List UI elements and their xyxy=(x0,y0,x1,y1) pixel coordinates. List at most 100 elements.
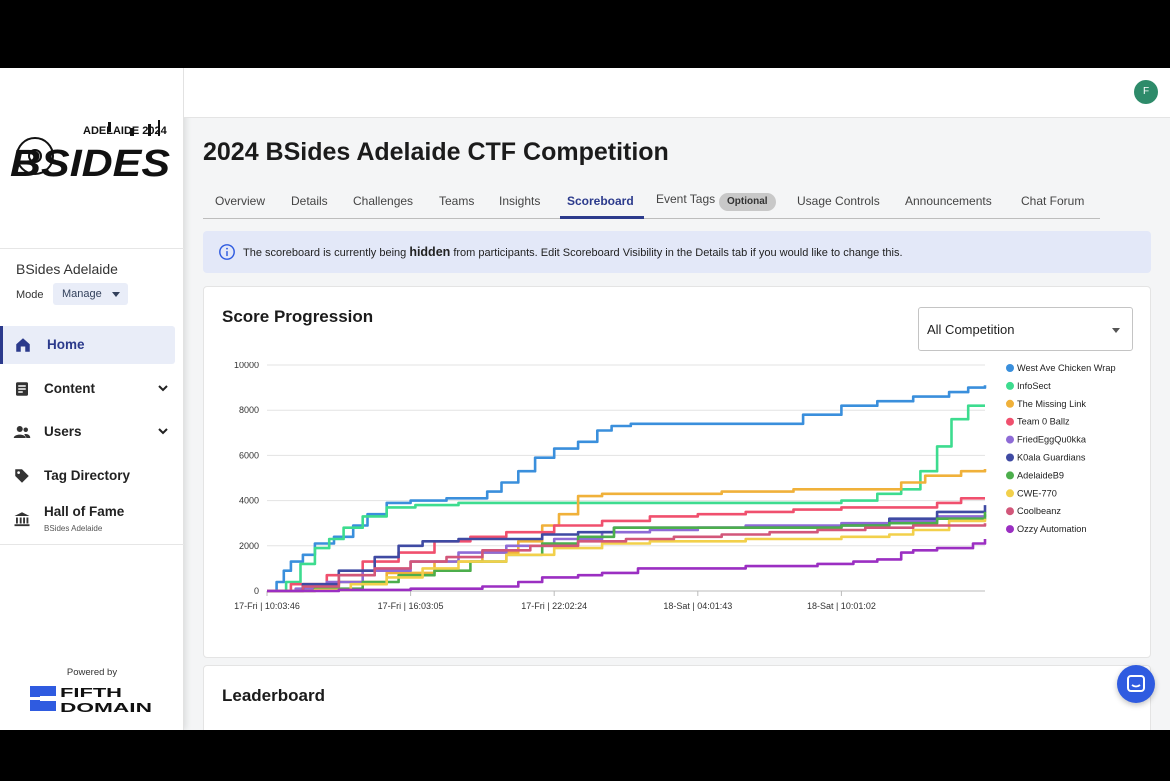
sidebar-item-content[interactable]: Content xyxy=(0,370,184,408)
legend-label: Team 0 Ballz xyxy=(1017,417,1070,427)
tab-overview[interactable]: Overview xyxy=(215,194,266,208)
legend-label: AdelaideB9 xyxy=(1017,470,1064,480)
avatar[interactable]: F xyxy=(1134,80,1158,104)
sidebar-item-label: Users xyxy=(44,424,82,440)
score-progression-card: Score Progression All Competition xyxy=(203,286,1151,658)
x-tick-label: 17-Fri | 22:02:24 xyxy=(521,601,587,611)
top-bar: F xyxy=(184,68,1170,118)
series-line xyxy=(267,497,985,593)
sidebar-item-hall-of-fame[interactable]: Hall of Fame BSides Adelaide xyxy=(0,500,184,538)
bsides-logo[interactable]: ADELAIDE 2024 BSIDES xyxy=(8,118,174,188)
tab-bar: Overview Details Challenges Teams Insigh… xyxy=(203,185,1100,219)
app-screen: ADELAIDE 2024 BSIDES BSides Adelaide Mod… xyxy=(0,68,1170,730)
sidebar-item-tag-directory[interactable]: Tag Directory xyxy=(0,457,184,495)
chat-icon xyxy=(1127,675,1145,692)
legend-marker xyxy=(1006,417,1014,426)
page-title: 2024 BSides Adelaide CTF Competition xyxy=(203,138,669,166)
sidebar-nav: Home Content Users Tag Directory Hall of… xyxy=(0,326,184,544)
tab-insights[interactable]: Insights xyxy=(499,194,541,208)
org-name: BSides Adelaide xyxy=(16,261,118,277)
legend-marker xyxy=(1006,381,1014,390)
users-icon xyxy=(13,426,31,439)
document-icon xyxy=(16,381,28,396)
series-line xyxy=(267,469,987,593)
x-tick-label: 18-Sat | 04:01:43 xyxy=(663,601,732,611)
series-line xyxy=(267,518,987,593)
legend-marker xyxy=(1006,507,1014,516)
fifth-domain-logo[interactable]: FIFTH DOMAIN xyxy=(30,684,154,714)
tab-usage-controls[interactable]: Usage Controls xyxy=(797,194,880,208)
home-icon xyxy=(16,338,30,352)
caret-down-icon xyxy=(111,292,120,297)
caret-down-icon xyxy=(1112,328,1120,333)
sidebar: ADELAIDE 2024 BSIDES BSides Adelaide Mod… xyxy=(0,68,184,730)
y-tick-label: 8000 xyxy=(239,405,259,415)
tab-scoreboard[interactable]: Scoreboard xyxy=(567,194,634,208)
y-tick-label: 0 xyxy=(254,586,259,596)
org-block: BSides Adelaide Mode Manage xyxy=(0,248,184,305)
divider xyxy=(0,544,184,545)
chevron-down-icon[interactable] xyxy=(157,382,169,394)
sidebar-item-sublabel: BSides Adelaide xyxy=(44,524,103,534)
visibility-banner: The scoreboard is currently being hidden… xyxy=(203,231,1151,273)
series-line xyxy=(267,539,987,593)
tab-event-tags[interactable]: Event Tags xyxy=(656,192,716,206)
sidebar-item-users[interactable]: Users xyxy=(0,413,184,451)
mode-value: Manage xyxy=(62,288,102,300)
footer-logo-bottom: DOMAIN xyxy=(60,700,152,714)
series-line xyxy=(267,505,987,593)
x-tick-label: 17-Fri | 10:03:46 xyxy=(234,601,300,611)
tab-teams[interactable]: Teams xyxy=(439,194,475,208)
competition-select-value: All Competition xyxy=(927,322,1015,337)
powered-by-label: Powered by xyxy=(66,667,118,678)
logo-text-main: BSIDES xyxy=(10,143,170,185)
legend-marker xyxy=(1006,525,1014,534)
chat-help-button[interactable] xyxy=(1117,665,1155,703)
series-line xyxy=(267,523,987,593)
series-line xyxy=(267,404,985,593)
tab-chat-forum[interactable]: Chat Forum xyxy=(1021,194,1085,208)
tag-icon xyxy=(15,469,29,483)
mode-label: Mode xyxy=(16,289,44,301)
sidebar-item-label: Hall of Fame xyxy=(44,504,125,520)
leaderboard-card: Leaderboard xyxy=(203,665,1151,730)
legend-marker xyxy=(1006,364,1014,372)
legend-marker xyxy=(1006,453,1014,462)
legend-label: West Ave Chicken Wrap xyxy=(1017,363,1116,373)
optional-badge: Optional xyxy=(719,193,776,211)
leaderboard-title: Leaderboard xyxy=(222,686,325,705)
x-tick-label: 18-Sat | 10:01:02 xyxy=(807,601,876,611)
legend-label: The Missing Link xyxy=(1017,399,1086,409)
legend-label: CWE-770 xyxy=(1017,488,1057,498)
chevron-down-icon[interactable] xyxy=(157,425,169,437)
y-tick-label: 6000 xyxy=(239,450,259,460)
legend-marker xyxy=(1006,489,1014,498)
banner-text: The scoreboard is currently being hidden… xyxy=(243,245,903,259)
banner-emphasis: hidden xyxy=(409,245,451,259)
y-tick-label: 4000 xyxy=(239,496,259,506)
sidebar-item-label: Content xyxy=(44,380,95,396)
logo-text-top: ADELAIDE 2024 xyxy=(83,125,168,137)
legend-label: Ozzy Automation xyxy=(1017,524,1086,534)
mode-select[interactable]: Manage xyxy=(53,283,128,305)
score-progression-title: Score Progression xyxy=(222,307,374,326)
legend-marker xyxy=(1006,399,1014,408)
legend-label: FriedEggQu0kka xyxy=(1017,435,1087,445)
sidebar-item-label: Home xyxy=(47,337,85,352)
tab-announcements[interactable]: Announcements xyxy=(905,194,992,208)
legend-label: Coolbeanz xyxy=(1017,506,1061,516)
competition-select[interactable]: All Competition xyxy=(918,307,1133,351)
y-tick-label: 2000 xyxy=(239,541,259,551)
info-icon xyxy=(219,244,235,260)
legend-marker xyxy=(1006,435,1014,444)
score-progression-chart: 0 2000 4000 6000 8000 10000 17-Fri | 10:03:46 1… xyxy=(234,362,1116,611)
tab-details[interactable]: Details xyxy=(291,194,328,208)
footer-logo-top: FIFTH xyxy=(60,685,122,700)
tab-challenges[interactable]: Challenges xyxy=(353,194,414,208)
institution-icon xyxy=(14,512,30,527)
sidebar-item-home[interactable]: Home xyxy=(0,326,175,364)
legend-marker xyxy=(1006,471,1014,480)
legend-label: K0ala Guardians xyxy=(1017,453,1086,463)
x-tick-label: 17-Fri | 16:03:05 xyxy=(378,601,444,611)
sidebar-item-label: Tag Directory xyxy=(44,467,131,483)
